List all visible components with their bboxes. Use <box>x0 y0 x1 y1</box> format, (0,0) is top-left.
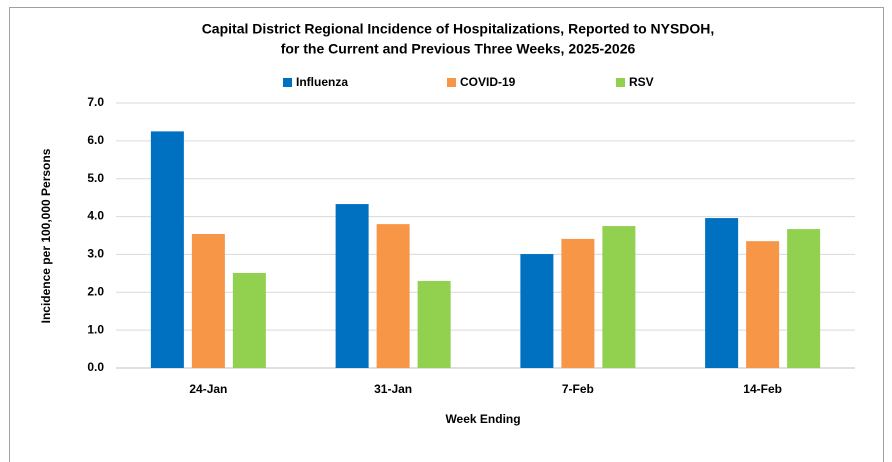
y-tick-label: 3.0 <box>87 247 104 261</box>
legend-label: COVID-19 <box>460 75 516 89</box>
bar <box>150 131 184 368</box>
legend-swatch <box>616 78 625 87</box>
y-tick-label: 5.0 <box>87 171 104 185</box>
x-tick-label: 24-Jan <box>189 382 227 396</box>
bar <box>232 272 266 368</box>
chart-title: for the Current and Previous Three Weeks… <box>281 41 636 57</box>
bar <box>705 218 739 368</box>
y-axis-label: Incidence per 100,000 Persons <box>39 148 53 323</box>
y-tick-label: 1.0 <box>87 322 104 336</box>
x-tick-label: 14-Feb <box>743 382 782 396</box>
y-tick-label: 0.0 <box>87 360 104 374</box>
y-tick-label: 2.0 <box>87 284 104 298</box>
chart-title: Capital District Regional Incidence of H… <box>202 21 715 37</box>
bar <box>417 280 451 368</box>
bar <box>191 233 225 368</box>
legend-label: Influenza <box>296 75 348 89</box>
bar <box>335 204 369 368</box>
y-tick-label: 6.0 <box>87 133 104 147</box>
x-axis-label: Week Ending <box>445 412 520 426</box>
legend-swatch <box>447 78 456 87</box>
bar <box>602 226 636 368</box>
bar <box>746 241 780 368</box>
bar <box>787 229 821 368</box>
bar <box>376 224 410 368</box>
x-tick-label: 31-Jan <box>374 382 412 396</box>
y-tick-label: 4.0 <box>87 209 104 223</box>
x-tick-label: 7-Feb <box>562 382 594 396</box>
bar <box>561 238 595 368</box>
legend-label: RSV <box>629 75 654 89</box>
legend-swatch <box>283 78 292 87</box>
bar <box>520 254 554 368</box>
y-tick-label: 7.0 <box>87 95 104 109</box>
